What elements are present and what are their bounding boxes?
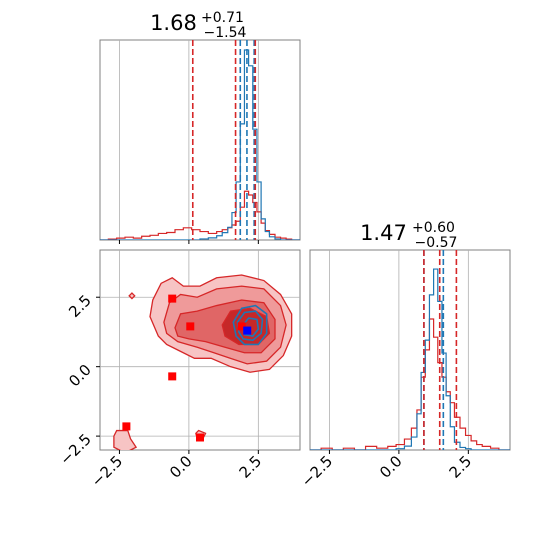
marginal-1-median: 1.68 — [150, 11, 197, 35]
marginal-2-quantile-lines — [423, 250, 458, 450]
marginal-1-panel: 1.68 +0.71 −1.54 — [99, 7, 301, 244]
marginal-2-blue-histogram — [310, 268, 510, 450]
joint-x-tick-label-0: −2.5 — [88, 452, 126, 490]
joint-markers — [122, 294, 252, 442]
marginal-1-upper-error: +0.71 — [201, 10, 244, 26]
joint-blue-contour-1 — [236, 310, 264, 342]
joint-contours — [113, 274, 293, 450]
marginal-2-histograms — [310, 268, 510, 450]
joint-panel: −2.5 0.0 2.5 −2.5 0.0 2.5 — [56, 249, 301, 491]
joint-blue-contour-2 — [242, 317, 260, 337]
marginal-1-lower-error: −1.54 — [204, 25, 247, 41]
marginal-1-frame — [99, 39, 301, 241]
marginal-2-median: 1.47 — [360, 221, 407, 245]
marginal-2-x-tick-label-0: −2.5 — [298, 452, 336, 490]
joint-red-contour-4 — [113, 429, 138, 450]
marginal-2-frame — [309, 249, 511, 451]
marginal-2-lower-error: −0.57 — [415, 235, 458, 251]
marginal-1-ticks — [118, 240, 259, 244]
joint-red-marker-3 — [122, 422, 131, 431]
joint-red-marker-0 — [168, 294, 177, 303]
joint-y-tick-label-2: 2.5 — [65, 291, 95, 321]
marginal-2-title: 1.47 +0.60 −0.57 — [360, 217, 460, 251]
joint-y-tick-label-0: −2.5 — [56, 430, 94, 468]
joint-x-tick-label-2: 2.5 — [236, 452, 266, 482]
marginal-2-panel: −2.5 0.0 2.5 1.47 +0.60 −0.57 — [298, 217, 511, 491]
joint-red-marker-2 — [168, 372, 177, 381]
joint-red-contour-6 — [128, 292, 136, 300]
marginal-2-x-tick-label-1: 0.0 — [376, 452, 406, 482]
joint-blue-marker-0 — [243, 326, 252, 335]
marginal-2-grid — [329, 250, 469, 450]
marginal-1-red-histogram — [100, 190, 300, 240]
marginal-2-x-tick-label-2: 2.5 — [446, 452, 476, 482]
joint-red-marker-5 — [237, 322, 246, 331]
marginal-2-upper-error: +0.60 — [412, 220, 455, 236]
joint-x-ticks: −2.5 0.0 2.5 — [88, 450, 265, 491]
marginal-2-ticks: −2.5 0.0 2.5 — [298, 450, 475, 491]
marginal-1-title: 1.68 +0.71 −1.54 — [150, 7, 249, 41]
joint-red-marker-1 — [186, 322, 195, 331]
joint-blue-contour-0 — [232, 304, 268, 346]
marginal-1-quantile-lines — [191, 40, 257, 240]
joint-x-tick-label-1: 0.0 — [166, 452, 196, 482]
marginal-1-grid — [119, 40, 259, 240]
joint-y-ticks: −2.5 0.0 2.5 — [56, 291, 100, 469]
joint-red-marker-4 — [196, 433, 204, 442]
joint-y-tick-label-1: 0.0 — [65, 361, 95, 391]
